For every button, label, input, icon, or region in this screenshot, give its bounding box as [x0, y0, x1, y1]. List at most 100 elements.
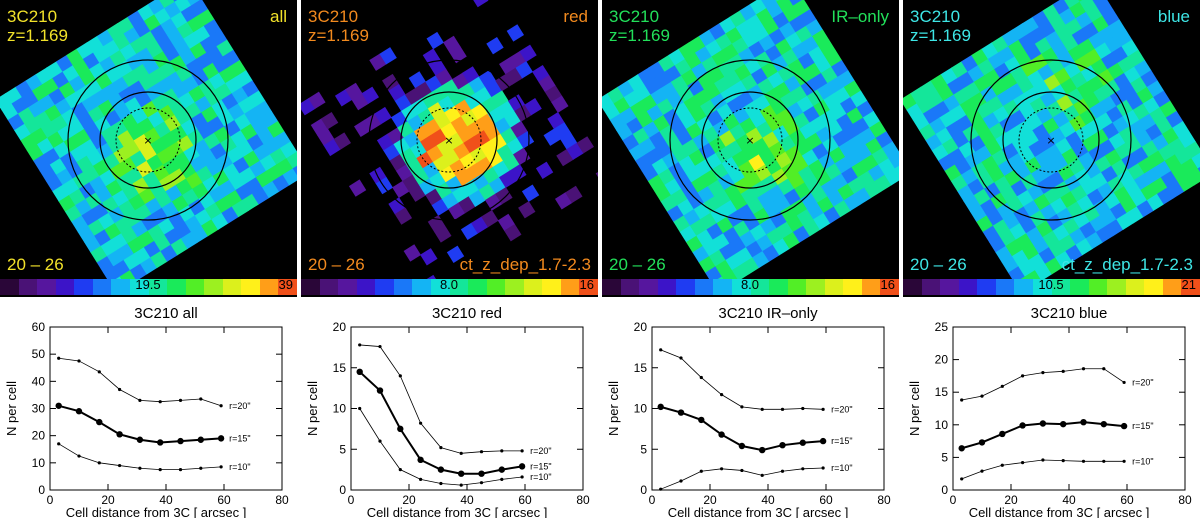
colorbar-swatch [676, 279, 695, 295]
data-point [459, 483, 463, 487]
data-point [397, 425, 404, 433]
data-point [780, 469, 785, 473]
colorbar-mid-label: 8.0 [439, 277, 459, 292]
data-point [96, 418, 103, 426]
data-point [138, 398, 142, 402]
map-mag-range-label: 20 – 26 [308, 255, 365, 274]
density-map-all: × 3C210 z=1.169 all 20 – 26 19.5 39 [0, 0, 297, 297]
x-tick-label: 60 [1120, 493, 1134, 507]
density-map-blue: × 3C210 z=1.169 blue 20 – 26 ct_z_dep_1.… [903, 0, 1200, 297]
x-tick-label: 60 [819, 493, 833, 507]
colorbar-swatch [204, 279, 223, 295]
plot-title: 3C210 IR–only [718, 305, 818, 322]
data-point [177, 437, 184, 445]
map-cell [403, 244, 421, 262]
map-cell [394, 207, 413, 225]
plot-title: 3C210 all [134, 305, 197, 322]
series-line [660, 349, 824, 410]
data-point [378, 344, 382, 349]
aperture-dotted-circle [115, 107, 181, 173]
colorbar-swatch [861, 279, 881, 295]
data-point [1102, 459, 1106, 463]
profile-plot-blue: 3C210 blue 0 20 40 60 80 0 5 10 15 20 25 Cell distan… [907, 305, 1192, 518]
map-cell [420, 248, 438, 266]
map-sample-label: all [269, 7, 287, 26]
map-sample-label: IR–only [831, 7, 889, 26]
map-cell [495, 187, 513, 205]
map-cell [551, 95, 569, 113]
data-point [779, 441, 786, 449]
data-point [1041, 371, 1045, 375]
colorbar-max-label: 16 [579, 277, 594, 292]
data-point [657, 403, 664, 411]
map-sample-label: red [563, 7, 588, 26]
colorbar-mid-label: 19.5 [135, 277, 161, 292]
y-tick-label: 20 [634, 320, 648, 334]
map-cell [506, 24, 525, 42]
data-point [437, 466, 445, 473]
data-point [720, 467, 724, 471]
colorbar-swatch [1014, 279, 1033, 295]
data-point [999, 430, 1006, 438]
y-tick-label: 0 [640, 483, 647, 497]
data-point [1021, 461, 1025, 465]
data-point [356, 368, 363, 376]
data-point [97, 370, 101, 374]
map-cell [515, 61, 533, 79]
data-point [821, 407, 825, 411]
data-point [801, 406, 805, 411]
colorbar-swatch [1125, 279, 1145, 295]
y-tick-label: 50 [32, 347, 46, 361]
y-tick-label: 10 [634, 402, 648, 416]
colorbar-mid-label: 10.5 [1038, 277, 1064, 292]
aperture-outer-circle [669, 59, 831, 221]
colorbar-swatch [449, 279, 469, 295]
data-point [178, 468, 183, 472]
map-source-label: 3C210 [7, 7, 58, 26]
y-axis-label: N per cell [305, 381, 320, 436]
y-tick-label: 20 [32, 429, 46, 443]
map-cell [524, 98, 542, 116]
series-label: r=10" [229, 462, 250, 472]
colorbar-swatch [1181, 279, 1200, 295]
colorbar-swatch [787, 279, 807, 295]
y-tick-label: 30 [32, 402, 46, 416]
data-point [699, 469, 703, 473]
data-point [1102, 367, 1106, 371]
colorbar-swatch [37, 279, 56, 295]
data-point [398, 374, 402, 378]
source-position-marker: × [143, 134, 152, 147]
colorbar-swatch [74, 279, 93, 295]
x-tick-label: 40 [761, 493, 775, 507]
data-point [358, 406, 362, 411]
data-point [1122, 459, 1126, 463]
colorbar-max-label: 39 [278, 277, 293, 292]
data-point [479, 481, 484, 485]
map-cell [374, 106, 392, 125]
series-label: r=20" [229, 401, 250, 411]
data-point [136, 436, 144, 443]
data-point [740, 468, 744, 473]
colorbar-swatch [430, 279, 450, 295]
data-point [458, 470, 465, 477]
map-sample-label: blue [1157, 7, 1190, 26]
colorbar-swatch [824, 279, 844, 295]
map-field [602, 0, 899, 294]
x-tick-label: 20 [402, 493, 416, 507]
aperture-dotted-circle [717, 107, 783, 173]
x-tick-label: 60 [217, 493, 231, 507]
data-point [439, 446, 443, 450]
data-point [958, 445, 965, 452]
data-point [1019, 422, 1026, 429]
data-point [376, 387, 384, 394]
data-point [459, 451, 463, 455]
aperture-inner-circle [1002, 91, 1100, 189]
colorbar-swatch [185, 279, 205, 295]
data-point [1000, 384, 1004, 388]
colorbar-swatch [278, 279, 297, 295]
map-cell [286, 151, 297, 169]
data-point [417, 456, 424, 464]
colorbar-swatch [1107, 279, 1126, 295]
colorbar-max-label: 16 [880, 277, 895, 292]
